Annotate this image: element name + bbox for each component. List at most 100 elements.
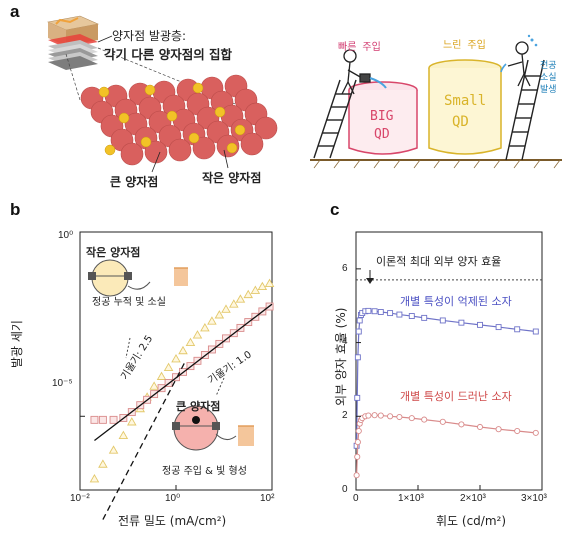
small-qd-sphere — [226, 142, 238, 154]
large-qd-sphere — [192, 136, 216, 160]
chart-c-xtick-3: 3×10³ — [521, 493, 547, 504]
small-qd-point — [149, 381, 159, 390]
series-suppressed-point — [421, 314, 428, 321]
chart-c-frame — [355, 231, 543, 491]
small-qd-point — [163, 362, 174, 372]
series-suppressed-point — [532, 328, 539, 335]
chart-c-ytick-0: 0 — [342, 484, 348, 495]
series-revealed-point — [439, 418, 446, 425]
series-suppressed-point — [365, 307, 372, 314]
stick-figure-right — [507, 41, 531, 87]
chart-b-ylabel: 발광 세기 — [10, 320, 24, 368]
series-revealed-point — [396, 413, 403, 421]
chart-c-ytick-2: 2 — [342, 410, 348, 421]
series-revealed-point — [476, 423, 484, 431]
small-qd-inset-title: 작은 양자점 — [86, 246, 141, 259]
small-qd-text-2: QD — [452, 114, 469, 130]
series-revealed-point — [377, 412, 384, 419]
series-revealed-label: 개별 특성이 드러난 소자 — [400, 390, 512, 403]
big-qd-container — [348, 81, 418, 155]
ground-hatching — [313, 159, 561, 169]
large-qd-inset-desc: 정공 주입 & 빛 형성 — [162, 466, 247, 477]
slow-water-drip — [500, 63, 507, 73]
small-qd-point — [185, 337, 196, 347]
series-suppressed-point — [495, 324, 502, 331]
chart-c-xlabel: 휘도 (cd/m²) — [436, 514, 507, 528]
stick-figure-left — [341, 49, 371, 95]
fast-injection-label: 빠른 주입 — [338, 42, 381, 53]
ref-line-label: 이론적 최대 외부 양자 효율 — [376, 255, 502, 268]
small-qd-point — [118, 430, 129, 440]
chart-c-ylabel: 외부 양자 효율 (%) — [334, 307, 348, 406]
injection-cartoon — [310, 34, 562, 169]
small-qd-sphere — [118, 112, 130, 124]
small-qd-sphere — [234, 124, 246, 136]
panel-letter-a: a — [10, 2, 20, 21]
series-revealed-line — [356, 414, 536, 476]
small-qd-point — [178, 345, 188, 355]
chart-b-fit-lines — [94, 303, 273, 520]
small-qd-point — [200, 322, 210, 332]
chart-c-xtick-1: 1×10³ — [398, 493, 424, 504]
small-qd-point — [235, 294, 246, 303]
large-qd-sphere — [120, 142, 144, 166]
series-revealed-point — [532, 429, 539, 436]
large-qd-pointer — [151, 151, 161, 173]
qd-lattice — [80, 74, 278, 166]
layer-desc: 각기 다른 양자점의 집합 — [104, 47, 233, 62]
chart-b-xtick-0: 10⁻² — [70, 493, 90, 504]
chart-c-xtick-0: 0 — [353, 493, 359, 504]
big-qd-text-1: BIG — [370, 109, 394, 124]
large-qd-point — [98, 415, 107, 424]
small-qd-point — [214, 310, 225, 319]
series-revealed-point — [371, 412, 378, 419]
series-revealed-point — [353, 472, 360, 479]
small-qd-sphere — [98, 86, 110, 98]
qd-stack-illustration — [46, 15, 278, 173]
series-revealed-point — [387, 413, 394, 420]
small-qd-point — [221, 304, 231, 313]
series-suppressed-point — [355, 328, 362, 335]
small-qd-point — [127, 417, 137, 426]
series-suppressed-point — [514, 326, 521, 333]
small-qd-sphere — [192, 82, 204, 94]
large-qd-point — [222, 334, 230, 343]
large-qd-label: 큰 양자점 — [110, 175, 159, 189]
series-suppressed-point — [371, 308, 378, 315]
side-note-line-3: 발생 — [540, 85, 557, 95]
chart-c — [353, 231, 543, 491]
series-revealed-point — [421, 416, 428, 423]
series-suppressed-point — [356, 317, 363, 324]
small-qd-point — [89, 473, 100, 483]
small-qd-text-1: Small — [444, 93, 487, 109]
chart-c-ytick-4: 4 — [342, 336, 348, 347]
small-qd-pointer — [223, 149, 229, 169]
series-suppressed-point — [387, 310, 394, 317]
ladder-left — [313, 79, 357, 159]
small-qd-point — [192, 330, 203, 339]
small-qd-point — [264, 278, 275, 287]
small-qd-point — [171, 354, 181, 363]
chart-c-ytick-6: 6 — [342, 263, 348, 274]
series-suppressed-label: 개별 특성이 억제된 소자 — [400, 295, 512, 308]
series-suppressed-point — [377, 309, 384, 315]
small-qd-point — [250, 285, 261, 294]
fit-line-slope-10 — [94, 303, 273, 442]
small-qd-point — [108, 445, 119, 454]
zoom-line-2 — [65, 53, 81, 101]
small-qd-point — [156, 371, 167, 380]
series-suppressed-point — [396, 311, 403, 318]
chart-b-ytick-0: 10⁰ — [58, 230, 74, 241]
small-qd-sphere — [104, 144, 116, 156]
chart-b-ticks — [79, 231, 273, 490]
series-suppressed-point — [354, 354, 361, 361]
series-revealed-point — [495, 426, 502, 433]
chart-b — [79, 231, 275, 520]
chart-b-points — [89, 278, 275, 483]
large-qd-inset-title: 큰 양자점 — [176, 400, 221, 413]
large-qd-point — [207, 345, 216, 354]
small-qd-point — [98, 459, 108, 468]
slope-10-arrow — [215, 377, 225, 397]
small-qd-label: 작은 양자점 — [202, 171, 262, 185]
ladder-right — [505, 59, 545, 161]
